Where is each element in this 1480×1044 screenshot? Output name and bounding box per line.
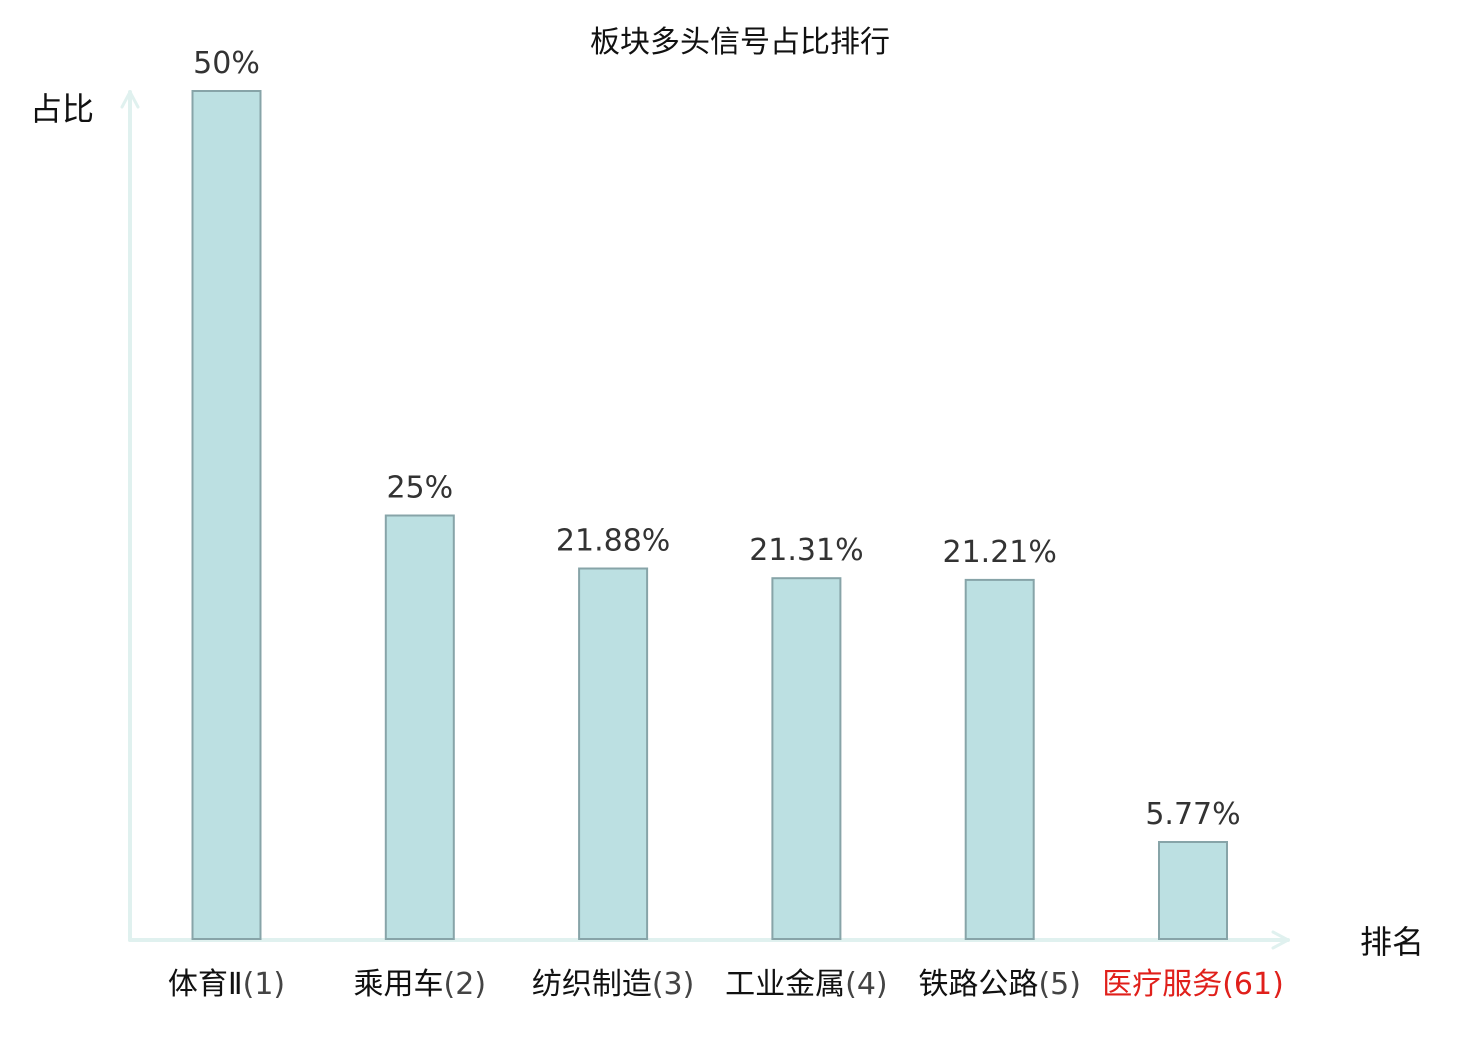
category-label: 纺织制造(3) xyxy=(532,967,695,1002)
category-label: 工业金属(4) xyxy=(725,967,888,1002)
category-name: 医疗服务 xyxy=(1102,967,1222,1002)
bar-value-label: 21.21% xyxy=(943,535,1057,570)
bar-value-label: 21.31% xyxy=(749,533,863,568)
category-label: 医疗服务(61) xyxy=(1102,967,1284,1002)
category-rank: (4) xyxy=(845,967,888,1002)
category-name: 乘用车 xyxy=(354,967,444,1002)
category-name: 体育Ⅱ xyxy=(168,967,243,1002)
category-rank: (3) xyxy=(652,967,695,1002)
category-rank: (1) xyxy=(243,967,286,1002)
bar-value-label: 50% xyxy=(193,46,260,81)
chart-title: 板块多头信号占比排行 xyxy=(590,25,890,60)
bars xyxy=(191,90,1228,941)
y-axis-label: 占比 xyxy=(30,90,94,128)
bar-value-label: 5.77% xyxy=(1145,797,1240,832)
x-axis-label: 排名 xyxy=(1360,923,1424,961)
category-label: 体育Ⅱ(1) xyxy=(168,967,285,1002)
bar-value-label: 25% xyxy=(386,471,453,506)
category-rank: (5) xyxy=(1038,967,1081,1002)
bar xyxy=(384,514,455,940)
category-rank: (61) xyxy=(1222,967,1284,1002)
category-name: 工业金属 xyxy=(725,967,845,1002)
bar xyxy=(964,578,1035,941)
bar-value-label: 21.88% xyxy=(556,524,670,559)
bar xyxy=(578,567,649,940)
category-name: 铁路公路 xyxy=(918,967,1038,1002)
bar xyxy=(1158,841,1228,940)
category-name: 纺织制造 xyxy=(532,967,652,1002)
category-label: 乘用车(2) xyxy=(354,967,487,1002)
category-rank: (2) xyxy=(444,967,487,1002)
category-labels: 体育Ⅱ(1) 乘用车(2) 纺织制造(3) 工业金属(4) 铁路公路(5) 医疗服务(61… xyxy=(168,967,1284,1002)
category-label: 铁路公路(5) xyxy=(918,967,1080,1002)
value-labels: 50% 25% 21.88% 21.31% 21.21% 5.77% xyxy=(193,46,1241,832)
bar xyxy=(191,90,262,940)
bar xyxy=(771,577,842,940)
